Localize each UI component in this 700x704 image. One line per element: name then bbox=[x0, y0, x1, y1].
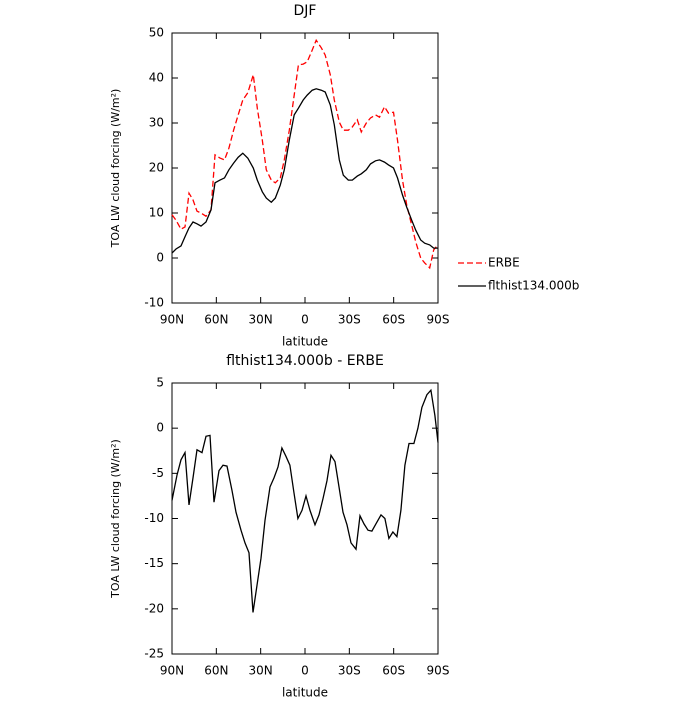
x-tick-label: 90N bbox=[160, 664, 184, 678]
data-line bbox=[171, 88, 438, 254]
x-tick-label: 60N bbox=[204, 313, 228, 327]
x-tick-label: 30N bbox=[249, 313, 273, 327]
y-tick-label: 20 bbox=[149, 161, 164, 175]
y-tick-label: -10 bbox=[144, 511, 164, 525]
x-tick-label: 60S bbox=[382, 313, 405, 327]
y-tick-label: 50 bbox=[149, 26, 164, 40]
chart-title: flthist134.000b - ERBE bbox=[226, 353, 384, 369]
y-tick-label: -5 bbox=[152, 466, 164, 480]
x-axis-label: latitude bbox=[282, 335, 328, 349]
plot-frame bbox=[171, 382, 439, 655]
y-tick-label: 5 bbox=[156, 376, 164, 390]
data-line bbox=[171, 38, 439, 270]
x-tick-label: 30S bbox=[338, 313, 361, 327]
y-tick-label: -20 bbox=[144, 601, 164, 615]
x-tick-label: 0 bbox=[301, 664, 309, 678]
y-axis-label: TOA LW cloud forcing (W/m²) bbox=[109, 89, 122, 249]
data-line bbox=[171, 388, 439, 613]
y-tick-label: -25 bbox=[144, 647, 164, 661]
legend-label: flthist134.000b bbox=[488, 279, 579, 293]
y-axis-label: TOA LW cloud forcing (W/m²) bbox=[109, 439, 122, 599]
x-tick-label: 90S bbox=[427, 313, 450, 327]
y-tick-label: 0 bbox=[156, 421, 164, 435]
y-tick-label: -15 bbox=[144, 556, 164, 570]
x-tick-label: 90S bbox=[427, 664, 450, 678]
y-tick-label: -10 bbox=[144, 296, 164, 310]
legend-label: ERBE bbox=[488, 256, 520, 270]
x-tick-label: 0 bbox=[301, 313, 309, 327]
x-tick-label: 90N bbox=[160, 313, 184, 327]
chart-title: DJF bbox=[294, 3, 317, 19]
y-tick-label: 30 bbox=[149, 116, 164, 130]
plot-frame bbox=[171, 32, 439, 304]
x-tick-label: 30N bbox=[249, 664, 273, 678]
y-tick-label: 40 bbox=[149, 71, 164, 85]
x-axis-label: latitude bbox=[282, 686, 328, 700]
x-tick-label: 30S bbox=[338, 664, 361, 678]
y-tick-label: 0 bbox=[156, 251, 164, 265]
y-tick-label: 10 bbox=[149, 206, 164, 220]
x-tick-label: 60N bbox=[204, 664, 228, 678]
x-tick-label: 60S bbox=[382, 664, 405, 678]
